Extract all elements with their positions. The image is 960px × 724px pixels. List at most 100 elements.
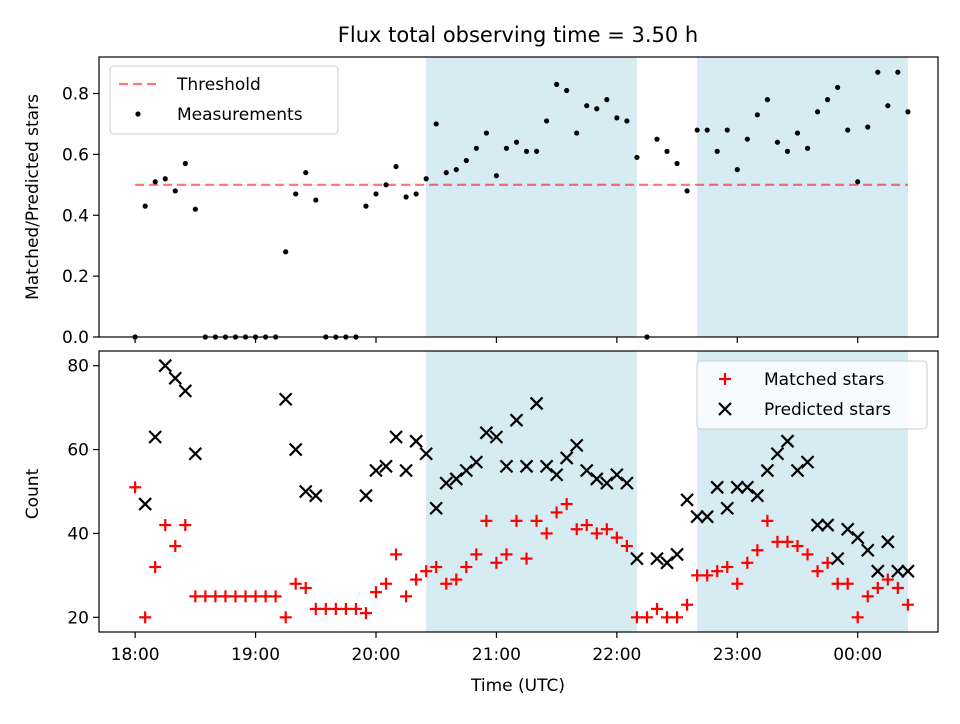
matched-stars-point [530,514,543,527]
matched-stars-point [410,573,423,586]
measurement-point [493,173,500,179]
measurement-point [463,157,469,164]
measurement-point [865,124,871,130]
x-stroke-b [650,551,664,566]
matched-stars-point [339,602,352,615]
predicted-stars-point [158,358,173,373]
measurement-point [283,249,289,255]
x-stroke-b [288,442,303,457]
measurement-point [905,109,911,115]
predicted-stars-point [409,434,423,448]
predicted-stars-point [790,463,805,478]
measurement-point [614,115,620,121]
matched-stars-point [791,540,804,553]
matched-stars-point [279,611,292,624]
matched-stars-point [400,590,413,603]
matched-stars-point [811,565,824,578]
x-stroke-b [800,455,815,469]
x-stroke-b [529,396,544,411]
x-stroke-b [509,413,524,427]
x-stroke-b [569,438,584,453]
measurement-point [734,167,740,173]
predicted-stars-point [559,451,574,465]
measurement-point [875,69,881,75]
matched-stars-point [881,573,894,586]
measurement-point [182,160,188,167]
measurement-point [724,127,730,133]
y-tick-label: 0.0 [62,328,89,348]
matched-stars-point [510,514,523,527]
matched-stars-point [309,602,322,615]
matched-stars-point [289,577,302,590]
predicted-stars-point [499,459,514,474]
x-stroke-b [399,463,413,478]
predicted-stars-point [288,442,303,457]
x-stroke-b [559,451,574,465]
predicted-stars-point [389,430,403,444]
predicted-stars-point [820,518,835,532]
measurement-point [784,148,791,154]
matched-stars-point [681,598,694,611]
matched-stars-point [861,590,874,603]
predicted-stars-point [178,384,193,398]
x-stroke-b [590,472,604,486]
matched-stars-point [179,519,192,532]
matched-stars-point [640,611,653,624]
measurement-point [674,160,680,167]
measurement-point [835,84,841,91]
matched-stars-point [450,573,463,586]
matched-stars-point [149,560,162,573]
y-tick-label: 40 [67,524,89,544]
x-stroke-b [449,472,464,486]
bottom-panel-counts: 20 40 60 80 18:00 19:00 20:00 21:00 22:00 23:00 00… [67,350,939,665]
matched-stars-point [661,611,674,624]
bottom-y-axis-label: Count [23,468,43,519]
x-stroke-b [901,564,915,578]
matched-stars-point [731,577,744,590]
matched-stars-point [319,602,332,615]
measurement-point [895,69,901,75]
measurement-point [654,136,660,142]
matched-stars-point [781,535,794,548]
x-stroke-b [740,480,755,495]
matched-stars-point [390,548,403,561]
x-stroke-b [138,497,152,511]
predicted-stars-point [449,472,464,486]
matched-stars-point [841,577,854,590]
matched-stars-point [821,556,834,569]
measurement-point [634,154,640,161]
measurement-point [804,145,811,151]
matched-stars-point [199,590,212,603]
matched-stars-point [369,586,382,599]
y-tick-label: 20 [67,608,89,628]
measurement-point [885,103,891,109]
matched-stars-point [891,581,904,594]
measurement-point [544,118,550,124]
measurement-point [303,170,309,176]
matched-stars-point [249,590,262,603]
x-tick-label: 18:00 [111,645,160,665]
measurement-point [453,167,459,173]
measurement-point [192,206,198,212]
observing-window-band [697,57,908,337]
chart-title: Flux total observing time = 3.50 h [338,23,698,47]
legend-label: Predicted stars [764,400,891,420]
matched-stars-point [480,514,493,527]
x-stroke-b [850,530,865,545]
matched-stars-point [711,565,724,578]
x-stroke-b [158,358,173,373]
x-stroke-b [519,459,534,474]
predicted-stars-point [680,493,694,507]
measurement-point [825,97,831,103]
x-stroke-b [830,551,845,566]
predicted-stars-point [529,396,544,411]
x-stroke-b [379,459,393,474]
measurement-point [774,139,781,145]
matched-stars-point [159,519,172,532]
measurement-point [754,112,760,118]
x-stroke-b [718,402,732,416]
x-stroke-b [409,434,423,448]
x-stroke-b [660,556,674,570]
matched-stars-point [440,577,453,590]
predicted-stars-point [780,434,795,448]
